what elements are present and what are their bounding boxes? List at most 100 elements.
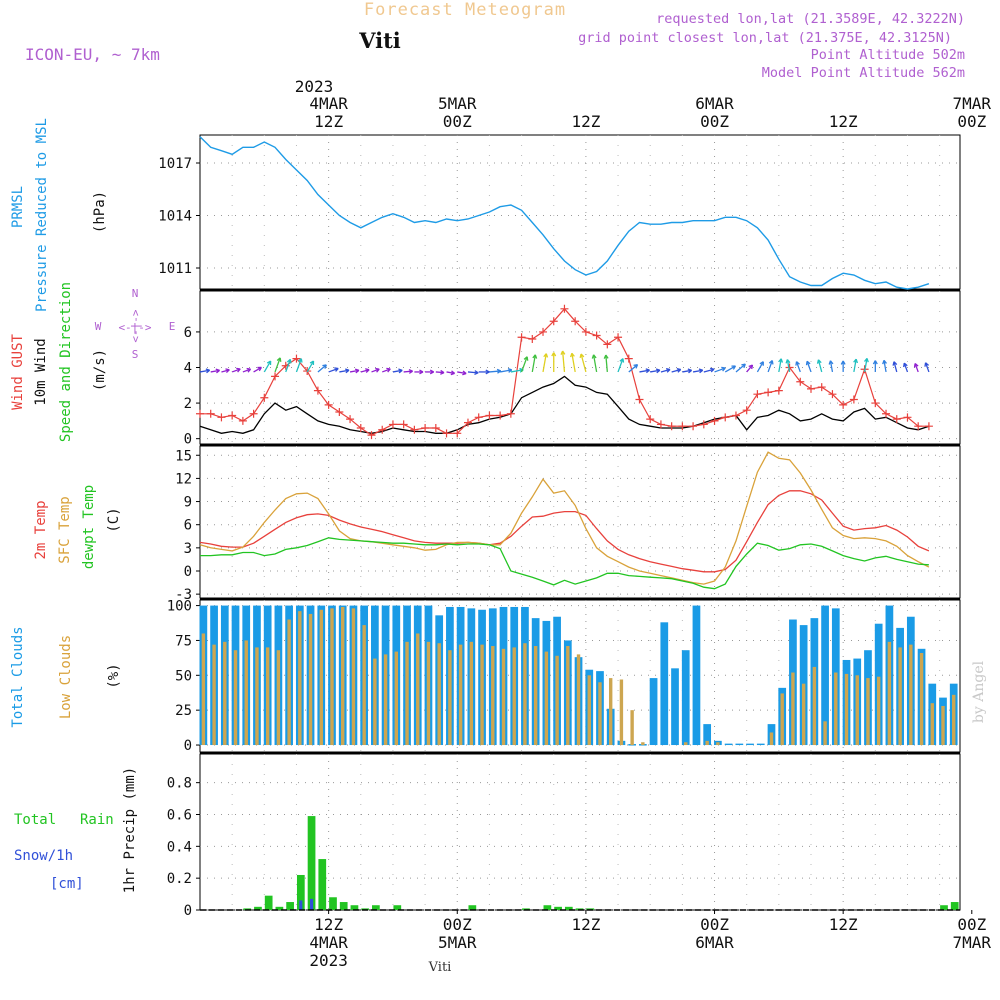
- wind-speed-dir-label: Speed and Direction: [58, 282, 74, 442]
- wind-direction-arrow: [650, 368, 661, 374]
- wind-gust-point: [571, 317, 580, 326]
- rain-bar: [296, 874, 305, 910]
- wind-gust-point: [378, 425, 387, 434]
- wind-arrow-shaft: [746, 364, 753, 373]
- wind-direction-arrow: [349, 368, 360, 374]
- total-clouds-label: Total Clouds: [10, 626, 26, 727]
- temp-2m-label: 2m Temp: [33, 500, 49, 559]
- wind-direction-arrow: [435, 369, 445, 375]
- wind-arrow-head: [863, 357, 869, 363]
- low-clouds-bar: [823, 721, 827, 746]
- wind-arrow-shaft: [263, 360, 272, 373]
- low-clouds-bar: [930, 703, 934, 746]
- wind-arrow-head: [334, 367, 339, 372]
- wind-gust-point: [196, 409, 204, 418]
- wind-arrow-shaft: [210, 369, 220, 373]
- rain-bar: [575, 908, 584, 910]
- wind-arrow-shaft: [457, 371, 467, 375]
- wind-arrow-shaft: [339, 369, 350, 373]
- total-clouds-bar: [649, 678, 658, 746]
- wind-direction-arrow: [639, 368, 650, 374]
- wind-gust-point: [581, 327, 590, 336]
- temp-dewpt-label: dewpt Temp: [81, 485, 97, 569]
- wind-direction-arrow: [339, 368, 350, 374]
- wind-gust-point: [624, 354, 633, 363]
- wind-gust-point: [388, 420, 397, 429]
- wind-arrow-head: [655, 368, 661, 374]
- temperature-y-tick-label: 0: [184, 564, 192, 580]
- low-clouds-bar: [480, 644, 484, 746]
- wind-arrow-shaft: [671, 368, 681, 373]
- wind-gust-point: [764, 388, 773, 397]
- low-clouds-bar: [684, 742, 688, 746]
- y-tick-labels: 1011101410170246-303691215025507510000.2…: [158, 156, 192, 919]
- low-clouds-bar: [223, 641, 227, 746]
- temp-panel-frame: [199, 445, 961, 599]
- wind-gust-point: [667, 422, 676, 431]
- wind-gust-point: [796, 377, 805, 386]
- wind-gust-point: [828, 390, 837, 399]
- wind-gust-point: [496, 411, 505, 420]
- wind-direction-arrow: [542, 353, 549, 373]
- wind-arrow-shaft: [580, 353, 587, 373]
- wind-direction-arrow: [221, 368, 230, 374]
- wind-gust-point: [807, 384, 816, 393]
- top-axis-year: 2023: [295, 77, 334, 96]
- wind-arrow-head: [795, 361, 800, 366]
- wind-arrow-head: [386, 367, 391, 373]
- wind-arrow-head: [309, 360, 315, 366]
- wind-gust-point: [699, 420, 708, 429]
- bottom-axis-date: 6MAR: [695, 933, 734, 952]
- wind-direction-arrow: [531, 354, 538, 373]
- wind-arrow-head: [741, 363, 746, 369]
- wind-arrow-shaft: [349, 369, 360, 373]
- low-clouds-bar: [255, 647, 259, 746]
- wind-direction-arrow: [785, 359, 791, 373]
- wind-arrow-head: [710, 367, 715, 373]
- wind-arrow-shaft: [703, 368, 715, 373]
- wind-gust-point: [335, 407, 344, 416]
- top-axis-date: 7MAR: [953, 94, 992, 113]
- wind-arrow-head: [759, 361, 764, 366]
- rain-bar: [372, 905, 380, 910]
- rain-bar: [307, 816, 316, 910]
- wind-gust-point: [442, 429, 451, 438]
- wind-gust-point: [217, 413, 226, 422]
- rain-bar: [254, 906, 262, 910]
- wind-direction-arrow: [489, 368, 502, 374]
- wind-arrow-head: [892, 361, 898, 366]
- wind-direction-arrow: [735, 363, 746, 373]
- wind-gust-point: [892, 415, 901, 424]
- wind-gust-point: [689, 422, 698, 431]
- wind-arrow-shaft: [392, 369, 403, 373]
- wind-arrow-shaft: [500, 369, 512, 373]
- low-clouds-bar: [941, 705, 945, 746]
- credit-watermark: by Angel: [971, 660, 987, 723]
- total-clouds-bar: [735, 743, 744, 746]
- wind-arrow-shaft: [605, 354, 608, 373]
- wind-y-tick-label: 0: [184, 432, 192, 448]
- wind-gust-point: [753, 390, 762, 399]
- bottom-axis-date: 5MAR: [438, 933, 477, 952]
- clouds-y-tick-label: 50: [175, 668, 192, 684]
- wind-arrow-head: [276, 357, 282, 362]
- wind-direction-arrow: [903, 362, 909, 373]
- wind-direction-arrow: [924, 362, 930, 373]
- wind-direction-arrow: [579, 353, 587, 373]
- wind-arrow-head: [408, 368, 413, 374]
- wind-gust-point: [924, 422, 933, 431]
- pressure-reduced-label: Pressure Reduced to MSL: [34, 118, 50, 312]
- wind-gust-point: [474, 413, 483, 422]
- low-clouds-bar: [469, 641, 474, 746]
- compass-s: S: [132, 348, 139, 361]
- low-clouds-bar: [426, 641, 431, 746]
- wind-direction-arrow: [371, 367, 380, 373]
- snow-unit-label: [cm]: [50, 876, 84, 892]
- wind-arrow-head: [645, 368, 650, 374]
- total-clouds-bar: [660, 622, 669, 746]
- rain-bar: [950, 902, 959, 910]
- wind-arrow-head: [913, 363, 919, 368]
- wind-arrow-head: [297, 358, 303, 363]
- wind-arrow-shaft: [199, 369, 210, 373]
- wind-arrow-head: [560, 350, 566, 355]
